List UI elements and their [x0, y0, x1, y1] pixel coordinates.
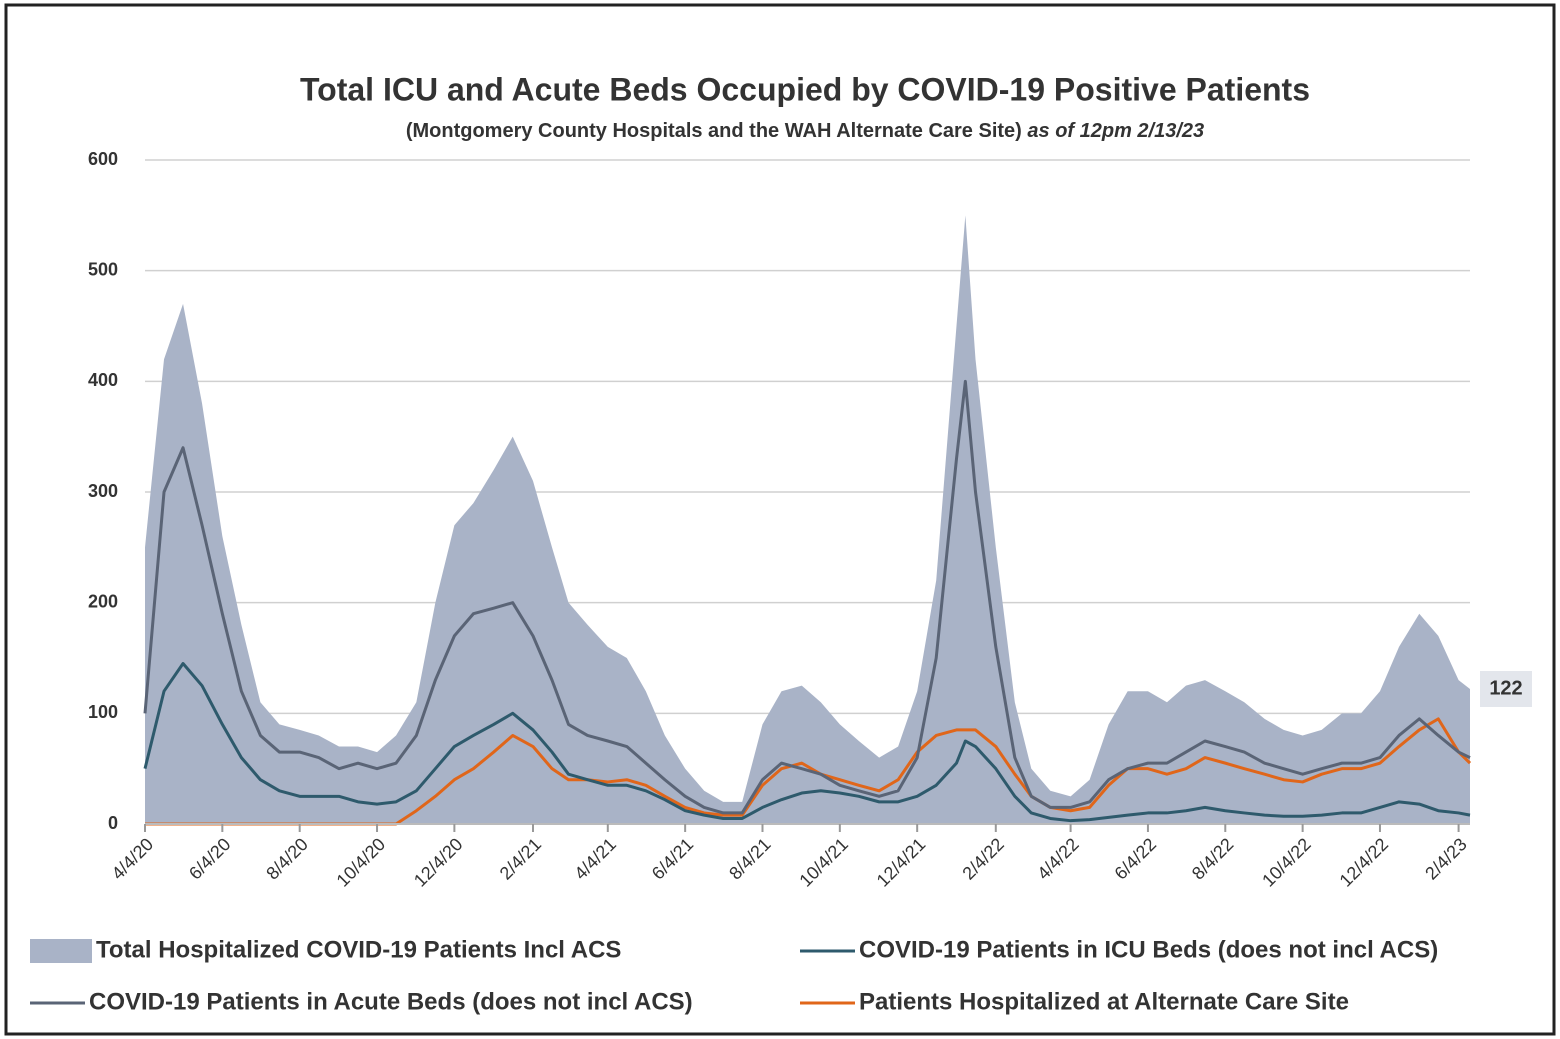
y-tick-label: 300 — [88, 481, 118, 501]
y-tick-label: 400 — [88, 370, 118, 390]
value-label-box — [1480, 670, 1532, 707]
y-tick-label: 200 — [88, 591, 118, 611]
value-label: 122 — [1489, 677, 1522, 699]
frame — [4, 3, 1556, 1036]
subtitle: (Montgomery County Hospitals and the WAH… — [406, 120, 1022, 142]
area — [145, 215, 1470, 825]
legend-swatch — [30, 939, 92, 963]
legend-label: COVID-19 Patients in Acute Beds (does no… — [89, 988, 693, 1015]
y-tick-label: 600 — [88, 149, 118, 169]
y-tick-label: 500 — [88, 259, 118, 279]
legend-label: COVID-19 Patients in ICU Beds (does not … — [859, 936, 1438, 963]
line — [143, 379, 1471, 815]
line — [143, 662, 1471, 823]
legend-label: Patients Hospitalized at Alternate Care … — [859, 988, 1349, 1015]
subtitle-note: as of 12pm 2/13/23 — [1027, 120, 1204, 142]
legend-label: Total Hospitalized COVID-19 Patients Inc… — [96, 936, 621, 963]
y-tick-label: 0 — [108, 813, 118, 833]
chart-subtitle: (Montgomery County Hospitals and the WAH… — [406, 120, 1204, 142]
chart-title: Total ICU and Acute Beds Occupied by COV… — [300, 71, 1310, 107]
y-tick-label: 100 — [88, 702, 118, 722]
